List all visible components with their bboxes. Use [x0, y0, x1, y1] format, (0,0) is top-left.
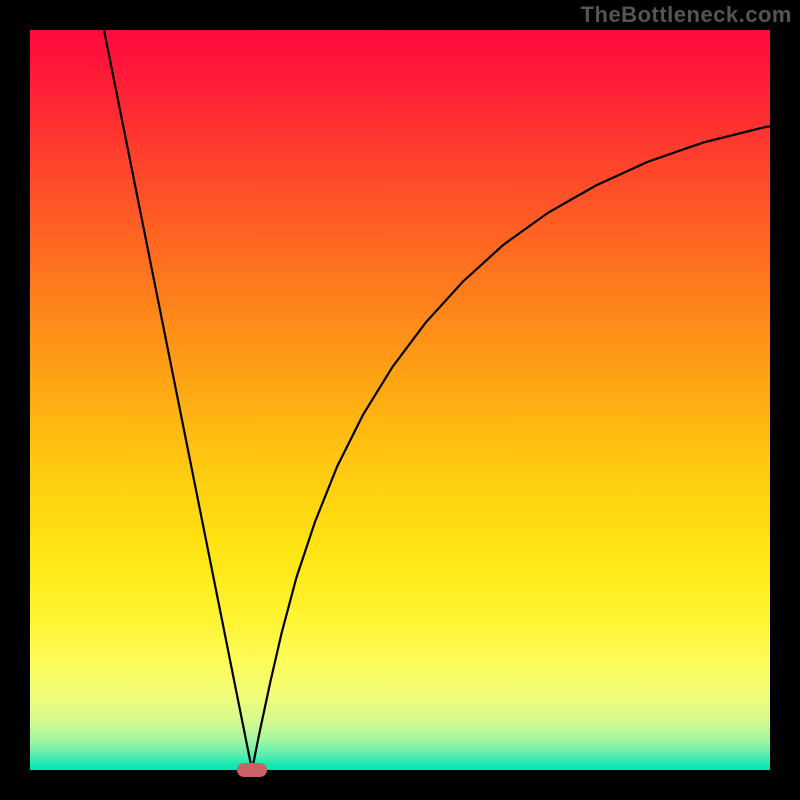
vertex-marker — [237, 763, 267, 777]
watermark-text: TheBottleneck.com — [581, 2, 792, 28]
plot-frame — [0, 0, 800, 800]
chart-svg — [30, 30, 770, 770]
gradient-background — [30, 30, 770, 770]
chart-canvas: TheBottleneck.com — [0, 0, 800, 800]
plot-area — [30, 30, 770, 770]
